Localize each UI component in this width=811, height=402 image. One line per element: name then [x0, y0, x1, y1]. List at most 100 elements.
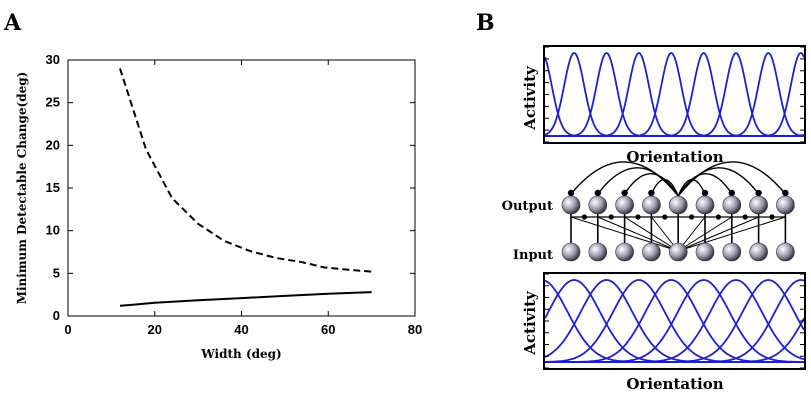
tuning-curve [544, 279, 804, 363]
y-tick-label: 10 [46, 223, 60, 238]
tuning-curve [545, 279, 805, 363]
dashed-series-line [119, 68, 372, 273]
panel-b-top-chart: Activity Orientation [521, 45, 806, 166]
panel-b-top-y-label: Activity [521, 65, 539, 131]
tuning-curve [545, 52, 805, 137]
panel-b-top-ticks [544, 46, 805, 143]
output-unit [642, 195, 661, 215]
input-layer-label: Input [513, 248, 553, 263]
input-unit [749, 242, 768, 262]
y-tick-label: 5 [53, 265, 60, 280]
y-tick-label: 30 [46, 52, 60, 67]
synapse-dot [635, 214, 641, 220]
x-tick-label: 60 [321, 322, 335, 337]
output-unit [749, 195, 768, 215]
synapse-dot [769, 214, 775, 220]
synapse-dot [594, 189, 601, 197]
tuning-curve [545, 279, 804, 363]
network-diagram: Output Input [502, 161, 795, 263]
output-unit [668, 195, 688, 215]
panel-b-bottom-curves [544, 279, 805, 363]
solid-series-line [119, 291, 372, 307]
network-units [561, 195, 795, 262]
input-unit [561, 242, 581, 262]
tuning-curve [545, 279, 804, 363]
tuning-curve [545, 52, 804, 137]
output-unit [695, 195, 715, 215]
input-unit [695, 242, 715, 262]
tuning-curve [544, 279, 804, 363]
synapse-dot [701, 189, 709, 197]
panel-a-x-ticks: 0 20 40 60 80 [64, 60, 422, 337]
synapse-dot [648, 189, 655, 197]
tuning-curve [545, 52, 804, 137]
input-unit [588, 242, 608, 262]
convergent-connection [597, 216, 679, 252]
synapse-dot [755, 189, 762, 197]
synapse-dot [608, 214, 614, 220]
panel-a-y-ticks: 0 5 10 15 20 25 30 [46, 52, 415, 323]
tuning-curve [545, 317, 805, 363]
convergent-connection [678, 216, 759, 252]
input-unit [642, 242, 661, 262]
y-tick-label: 15 [46, 180, 60, 195]
panel-b-top-curves [544, 52, 805, 137]
tuning-curve [544, 52, 804, 137]
panel-b-bottom-chart: Activity Orientation [521, 272, 806, 393]
tuning-curve [545, 279, 805, 363]
output-unit [615, 195, 634, 215]
tuning-curve [545, 279, 805, 363]
x-tick-label: 20 [148, 322, 162, 337]
panel-b-bottom-x-label: Orientation [626, 375, 723, 393]
tuning-curve [545, 52, 804, 137]
panel-a-x-axis-label: Width (deg) [200, 347, 281, 361]
panel-label-a: A [3, 10, 22, 36]
panel-b-bottom-y-label: Activity [521, 290, 539, 356]
synapse-dot [782, 189, 789, 197]
synapse-dot [742, 214, 748, 220]
lateral-connection [650, 178, 679, 197]
convergent-connection [677, 216, 733, 252]
panel-b-top-frame [543, 45, 806, 144]
x-tick-label: 0 [64, 322, 71, 337]
panel-a-chart: 0 5 10 15 20 25 30 0 20 40 60 80 Width (deg) Minim… [15, 52, 422, 361]
lateral-connection [624, 173, 679, 197]
tuning-curve [545, 52, 805, 137]
output-unit [776, 195, 795, 215]
input-unit [776, 242, 795, 262]
panel-a-axes-frame [67, 59, 416, 317]
input-unit [668, 242, 688, 262]
y-tick-label: 20 [46, 137, 60, 152]
tuning-curve [545, 279, 805, 363]
y-tick-label: 25 [46, 95, 60, 110]
synapse-dot [728, 189, 735, 197]
x-tick-label: 40 [234, 322, 248, 337]
lateral-connections [567, 161, 789, 220]
input-unit [722, 242, 742, 262]
lateral-connection [597, 167, 679, 197]
lateral-connection [677, 161, 786, 197]
tuning-curve [545, 133, 805, 137]
synapse-dot [715, 214, 722, 220]
panel-a-y-axis-label: Minimum Detectable Change(deg) [15, 72, 29, 305]
output-layer-label: Output [502, 199, 553, 214]
convergent-connection [678, 216, 786, 252]
panel-a-series [119, 68, 372, 307]
tuning-curve [544, 56, 804, 137]
tuning-curve [545, 52, 804, 137]
output-unit [722, 195, 742, 215]
synapse-dot [621, 189, 628, 197]
synapse-dot [689, 214, 695, 220]
output-unit [588, 195, 608, 215]
output-unit [561, 195, 581, 215]
panel-b-top-x-label: Orientation [626, 148, 723, 166]
panel-b-bottom-ticks [544, 273, 805, 369]
input-unit [615, 242, 634, 262]
synapse-dot [662, 214, 668, 220]
y-tick-label: 0 [53, 308, 60, 323]
tuning-curve [544, 279, 804, 363]
x-tick-label: 80 [408, 322, 422, 337]
synapse-dot [567, 189, 575, 197]
synapse-dot [581, 214, 588, 220]
